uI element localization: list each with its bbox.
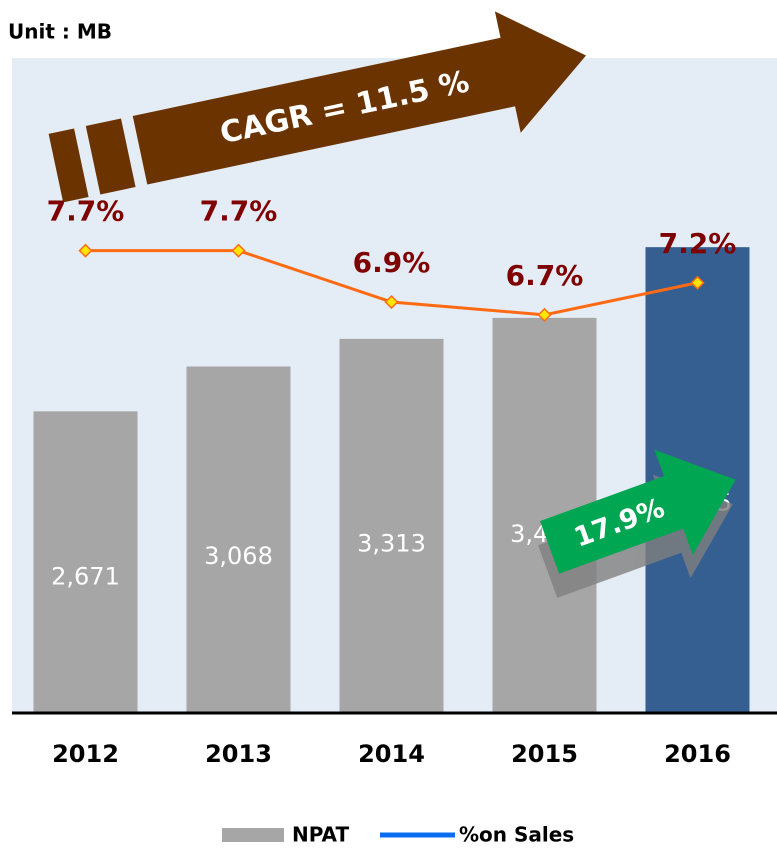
bar-value-label: 3,313 bbox=[357, 530, 426, 558]
line-marker bbox=[384, 294, 399, 310]
legend-label: %on Sales bbox=[459, 823, 574, 847]
unit-label: Unit : MB bbox=[8, 20, 112, 44]
line-value-label: 7.2% bbox=[659, 227, 737, 260]
line-marker bbox=[537, 307, 552, 322]
x-tick-label: 2013 bbox=[205, 740, 272, 768]
bar-value-label: 3,068 bbox=[204, 542, 273, 570]
bar bbox=[186, 366, 291, 713]
line-value-label: 7.7% bbox=[200, 195, 278, 228]
line-marker bbox=[690, 275, 705, 290]
arrow-body bbox=[539, 475, 686, 574]
x-tick-label: 2012 bbox=[52, 740, 119, 768]
legend-swatch bbox=[222, 828, 284, 842]
line-value-label: 6.9% bbox=[353, 246, 431, 279]
legend-label: NPAT bbox=[292, 823, 349, 847]
arrow-body bbox=[132, 37, 518, 185]
line-layer: 7.7% 7.7% 6.9% 6.7% 7.2% bbox=[47, 195, 737, 322]
arrow-head bbox=[654, 449, 736, 555]
arrow-stripe bbox=[85, 118, 136, 195]
x-tick-label: 2015 bbox=[511, 740, 578, 768]
arrow-stripe bbox=[48, 128, 89, 203]
line-value-label: 7.7% bbox=[47, 195, 125, 228]
arrow-head bbox=[494, 11, 587, 133]
x-tick-label: 2016 bbox=[664, 740, 731, 768]
bar bbox=[33, 411, 138, 713]
bar-value-label: 2,671 bbox=[51, 562, 120, 590]
x-tick-label: 2014 bbox=[358, 740, 425, 768]
legend: NPAT %on Sales bbox=[222, 823, 574, 847]
bar bbox=[339, 338, 444, 713]
line-value-label: 6.7% bbox=[506, 259, 584, 292]
line-marker bbox=[231, 243, 246, 258]
line-marker bbox=[78, 243, 93, 258]
